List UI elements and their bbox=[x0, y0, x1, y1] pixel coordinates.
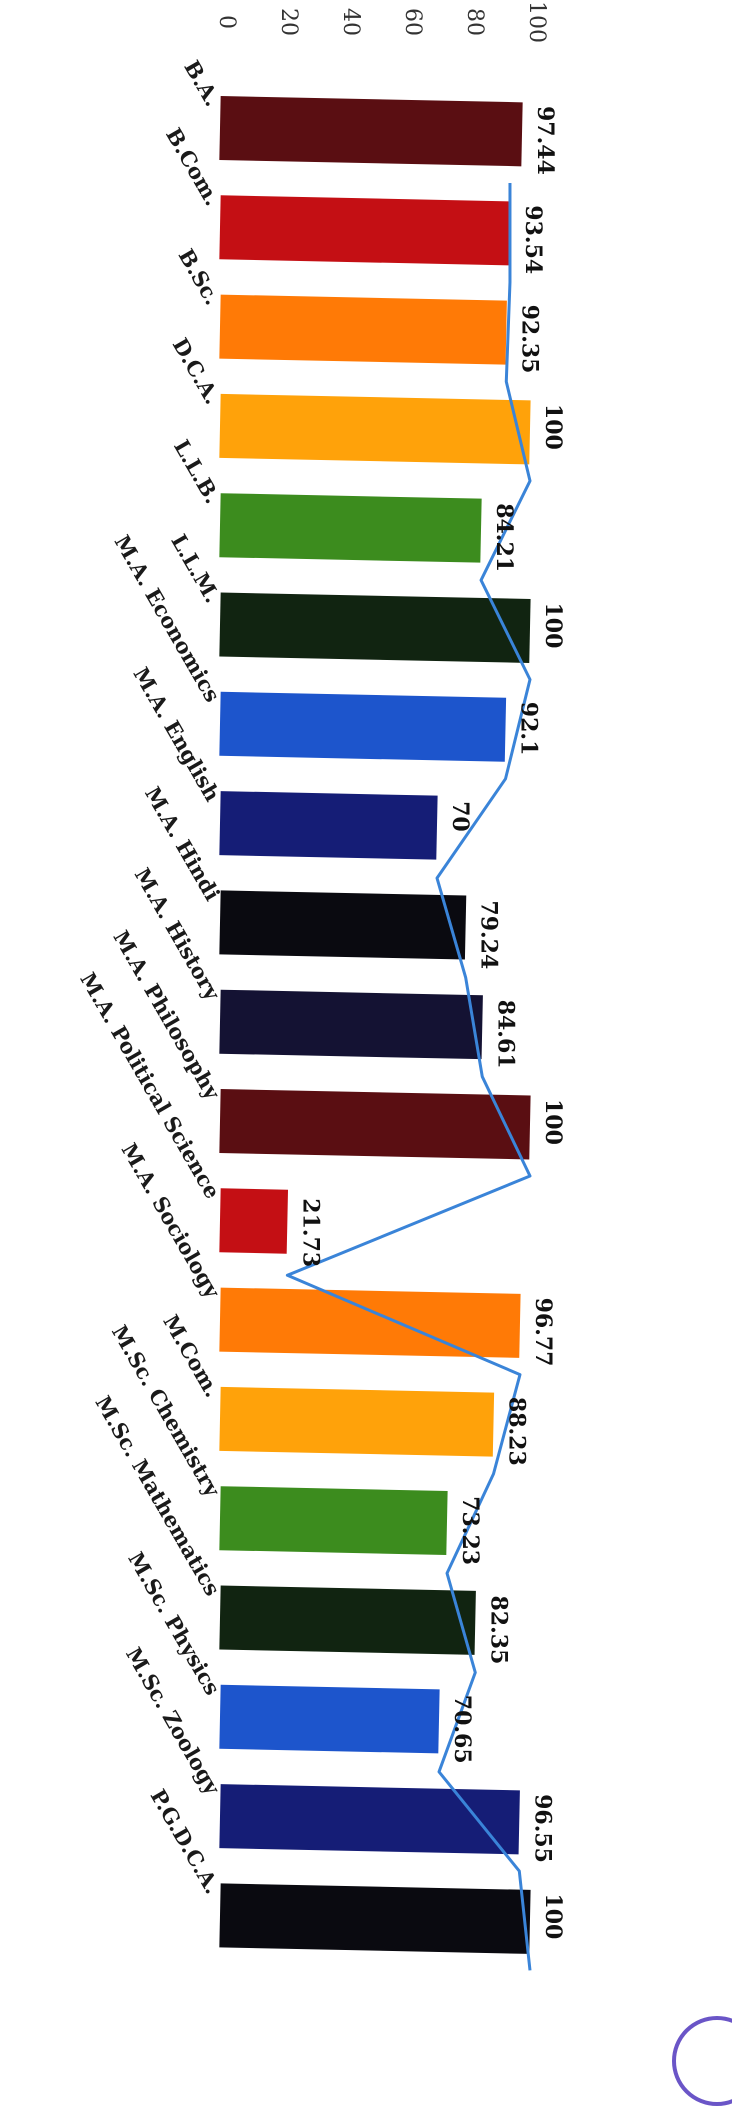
bar bbox=[219, 1486, 448, 1555]
category-label: M.A. Economics bbox=[109, 531, 225, 707]
category-label: B.Com. bbox=[161, 123, 225, 209]
axis-tick-label: 40 bbox=[338, 8, 363, 36]
bar bbox=[219, 592, 531, 663]
value-label: 84.61 bbox=[492, 1000, 518, 1069]
value-label: 21.73 bbox=[297, 1198, 323, 1267]
category-label: L.L.B. bbox=[169, 435, 225, 507]
category-label: M.A. Philosophy bbox=[108, 926, 225, 1104]
line-layer bbox=[285, 183, 532, 1971]
bar bbox=[219, 1684, 440, 1754]
bar bbox=[219, 96, 523, 167]
value-label: 70 bbox=[447, 801, 473, 832]
trend-line bbox=[285, 183, 532, 1971]
category-label: B.A. bbox=[179, 56, 225, 111]
value-label: 84.21 bbox=[491, 503, 517, 572]
category-label: P.G.D.C.A. bbox=[146, 1785, 226, 1898]
axis-tick-label: 80 bbox=[462, 8, 487, 36]
bar bbox=[219, 1386, 495, 1457]
bar bbox=[219, 1585, 476, 1655]
bar bbox=[219, 1784, 520, 1855]
value-label: 93.54 bbox=[520, 205, 546, 274]
chart-container: B.A. B.Com. B.Sc. D.C.A. L.L.B. L.L.M. M.A. Ec… bbox=[75, 1, 732, 2106]
bar bbox=[219, 691, 507, 762]
bar bbox=[219, 493, 482, 563]
value-label: 100 bbox=[540, 603, 566, 649]
value-label: 100 bbox=[540, 1099, 566, 1145]
value-label: 92.35 bbox=[516, 305, 542, 374]
bars-layer bbox=[219, 96, 531, 1954]
category-label: M.Sc. Chemistry bbox=[107, 1321, 226, 1502]
category-label: D.C.A. bbox=[168, 334, 226, 409]
value-label: 96.55 bbox=[529, 1794, 555, 1863]
value-label: 92.1 bbox=[516, 702, 542, 756]
bar bbox=[219, 989, 483, 1060]
bar bbox=[219, 1883, 531, 1954]
axis-tick-label: 100 bbox=[524, 1, 549, 43]
category-label: B.Sc. bbox=[174, 244, 226, 309]
value-label: 70.65 bbox=[449, 1695, 475, 1764]
value-label: 97.44 bbox=[532, 106, 558, 175]
value-label: 96.77 bbox=[530, 1298, 556, 1367]
value-label: 79.24 bbox=[476, 900, 502, 969]
bar bbox=[219, 294, 507, 365]
bar bbox=[219, 1188, 289, 1254]
bar bbox=[219, 1089, 531, 1160]
bar bbox=[219, 1287, 521, 1358]
axis-tick-label: 0 bbox=[214, 15, 239, 29]
bar bbox=[219, 890, 467, 960]
bar bbox=[219, 791, 438, 860]
axis-tick-label: 20 bbox=[276, 8, 301, 36]
axis-layer: 0 20 40 60 80 100 bbox=[214, 1, 549, 43]
bar-chart: B.A. B.Com. B.Sc. D.C.A. L.L.B. L.L.M.M.A. Ec… bbox=[75, 1, 566, 1971]
axis-tick-label: 60 bbox=[400, 8, 425, 36]
value-label: 73.23 bbox=[457, 1496, 483, 1565]
bar bbox=[219, 393, 531, 465]
value-label: 100 bbox=[540, 404, 566, 450]
value-label: 82.35 bbox=[485, 1596, 511, 1665]
category-label: L.L.M. bbox=[166, 530, 225, 607]
value-label: 88.23 bbox=[504, 1397, 530, 1466]
value-label: 100 bbox=[540, 1893, 566, 1939]
bar bbox=[219, 195, 511, 266]
